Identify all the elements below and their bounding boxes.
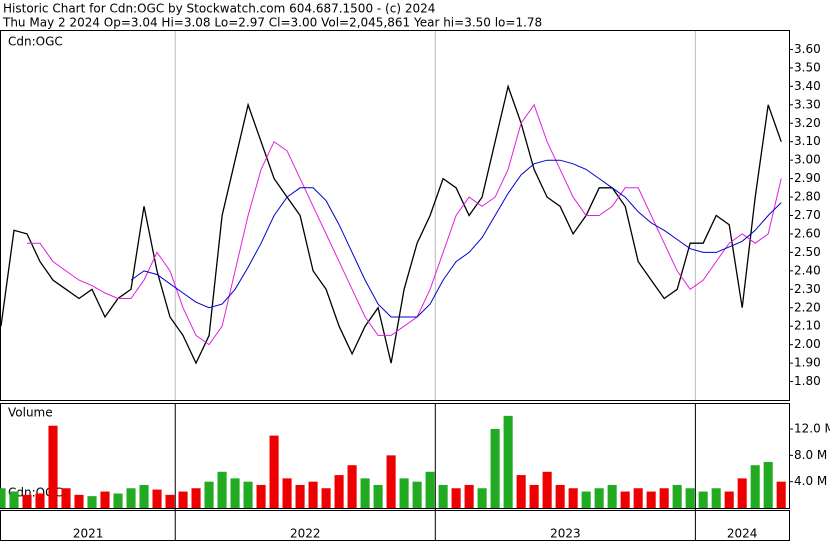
y-tick-label: 3.10 — [794, 134, 821, 148]
volume-bar — [685, 488, 695, 508]
volume-bar — [737, 478, 747, 508]
y-tick-label: 8.0 M — [794, 448, 827, 462]
volume-bar — [659, 488, 669, 508]
price-line — [0, 84, 782, 365]
volume-bar — [555, 484, 565, 508]
volume-bar — [9, 491, 19, 508]
volume-bar — [477, 488, 487, 508]
y-tick-label: 1.90 — [794, 356, 821, 370]
volume-bar — [646, 491, 656, 508]
y-tick-label: 2.30 — [794, 282, 821, 296]
volume-bar — [204, 481, 214, 508]
volume-bar — [516, 475, 526, 508]
year-label: 2024 — [727, 527, 758, 541]
price-line — [130, 159, 782, 318]
year-axis — [0, 510, 790, 541]
y-tick-label: 2.80 — [794, 190, 821, 204]
volume-bar — [256, 484, 266, 508]
volume-bar — [308, 481, 318, 508]
volume-bar — [724, 491, 734, 508]
volume-bar — [74, 494, 84, 508]
y-tick-label: 2.70 — [794, 208, 821, 222]
y-tick-label: 2.90 — [794, 171, 821, 185]
y-tick-label: 2.50 — [794, 245, 821, 259]
volume-bar — [61, 488, 71, 508]
volume-bar — [347, 465, 357, 508]
volume-bar — [399, 478, 409, 508]
volume-bar — [373, 484, 383, 508]
volume-bar — [542, 471, 552, 508]
y-tick-label: 12.0 M — [794, 422, 830, 436]
volume-bar — [412, 481, 422, 508]
volume-bar — [438, 484, 448, 508]
y-tick-label: 3.20 — [794, 116, 821, 130]
volume-bar — [0, 488, 6, 508]
volume-bar — [594, 488, 604, 508]
volume-bar — [711, 488, 721, 508]
price-line — [27, 103, 782, 346]
volume-bar — [321, 488, 331, 508]
y-tick-label: 1.80 — [794, 374, 821, 388]
year-label: 2022 — [290, 527, 321, 541]
volume-bar — [425, 471, 435, 508]
y-tick-label: 2.40 — [794, 263, 821, 277]
volume-bar — [503, 415, 513, 508]
volume-bar — [529, 484, 539, 508]
volume-title: Volume — [8, 406, 53, 420]
volume-bar — [217, 471, 227, 508]
volume-bar — [35, 493, 45, 508]
volume-bar — [581, 491, 591, 508]
volume-bar — [230, 478, 240, 508]
header-line: Historic Chart for Cdn:OGC by Stockwatch… — [3, 2, 435, 16]
volume-bar — [386, 455, 396, 508]
volume-bar — [672, 484, 682, 508]
y-tick-label: 2.60 — [794, 226, 821, 240]
volume-bar — [295, 484, 305, 508]
volume-bar — [334, 475, 344, 508]
y-tick-label: 2.00 — [794, 337, 821, 351]
y-tick-label: 3.50 — [794, 60, 821, 74]
volume-panel — [0, 403, 790, 509]
volume-bar — [139, 484, 149, 508]
volume-bar — [191, 488, 201, 508]
volume-bar — [633, 488, 643, 508]
volume-bar — [464, 484, 474, 508]
volume-bar — [568, 488, 578, 508]
volume-bar — [776, 481, 786, 508]
y-tick-label: 3.60 — [794, 42, 821, 56]
y-tick-label: 3.40 — [794, 79, 821, 93]
y-tick-label: 3.00 — [794, 153, 821, 167]
volume-bar — [490, 429, 500, 508]
volume-bar — [165, 494, 175, 508]
volume-bar — [620, 491, 630, 508]
volume-bar — [360, 478, 370, 508]
y-tick-label: 2.10 — [794, 319, 821, 333]
volume-bar — [750, 465, 760, 508]
volume-bar — [607, 484, 617, 508]
price-legend: Cdn:OGC — [8, 35, 63, 49]
volume-bar — [243, 481, 253, 508]
y-tick-label: 3.30 — [794, 97, 821, 111]
volume-bar — [152, 489, 162, 508]
volume-bar — [113, 493, 123, 508]
volume-bar — [269, 435, 279, 508]
year-label: 2023 — [550, 527, 581, 541]
volume-bar — [87, 496, 97, 508]
header-line: Thu May 2 2024 Op=3.04 Hi=3.08 Lo=2.97 C… — [2, 16, 542, 30]
volume-bar — [282, 478, 292, 508]
volume-bar — [48, 425, 58, 508]
y-tick-label: 4.0 M — [794, 474, 827, 488]
volume-bar — [698, 491, 708, 508]
volume-bar — [126, 488, 136, 508]
volume-bar — [178, 491, 188, 508]
volume-bar — [100, 491, 110, 508]
y-tick-label: 2.20 — [794, 300, 821, 314]
volume-bar — [22, 494, 32, 508]
year-label: 2021 — [73, 527, 104, 541]
volume-bar — [763, 461, 773, 508]
volume-bar — [451, 488, 461, 508]
